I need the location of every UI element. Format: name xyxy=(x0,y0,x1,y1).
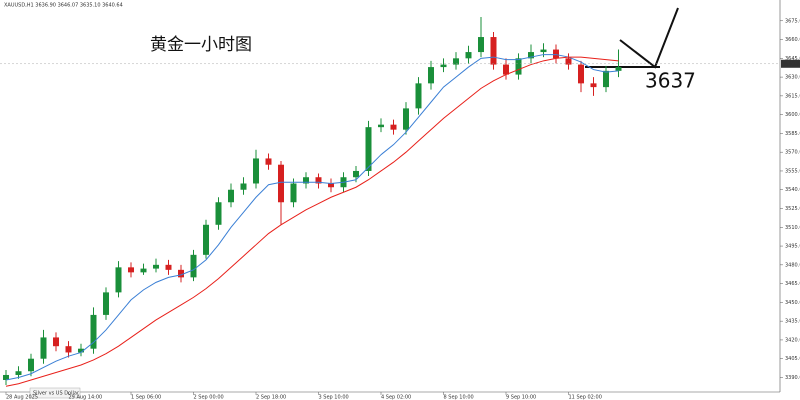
y-tick-label: 3450.00 xyxy=(785,300,800,306)
candle-body xyxy=(590,83,597,88)
current-price-box xyxy=(781,59,800,68)
candle-body xyxy=(615,67,622,71)
y-tick-label: 3555.00 xyxy=(785,168,800,174)
candle-body xyxy=(240,183,247,190)
candle-body xyxy=(578,64,584,84)
y-tick-label: 3660.00 xyxy=(785,37,800,43)
candle-body xyxy=(78,348,84,353)
candle-body xyxy=(253,158,259,184)
current-price-label: 3640.64 xyxy=(782,61,800,67)
candle-body xyxy=(290,183,297,203)
candle-body xyxy=(565,58,572,65)
y-tick-label: 3480.00 xyxy=(785,262,800,268)
candle-body xyxy=(503,64,509,75)
candle-body xyxy=(53,337,59,347)
candle-body xyxy=(553,49,559,59)
y-tick-label: 3600.00 xyxy=(785,112,800,118)
candle-body xyxy=(390,124,397,130)
candle-body xyxy=(215,202,222,225)
candle-body xyxy=(428,67,434,84)
x-tick-label: 3 Sep 10:00 xyxy=(319,395,349,400)
candle-body xyxy=(490,37,497,65)
x-tick-label: 8 Sep 10:00 xyxy=(444,395,474,400)
candle-body xyxy=(415,83,422,109)
candle-body xyxy=(403,108,409,130)
candle-body xyxy=(278,164,284,203)
y-tick-label: 3525.00 xyxy=(785,206,800,212)
y-tick-label: 3570.00 xyxy=(785,150,800,156)
annotation-arrow xyxy=(619,7,679,69)
y-tick-label: 3495.00 xyxy=(785,244,800,250)
candle-body xyxy=(353,170,359,178)
x-tick-label: 1 Sep 06:00 xyxy=(131,395,161,400)
candle-body xyxy=(378,124,384,128)
candle-body xyxy=(165,264,172,270)
y-tick-label: 3675.00 xyxy=(785,18,800,24)
candle-body xyxy=(28,358,34,372)
x-tick-label: 11 Sep 02:00 xyxy=(569,395,602,400)
candle-body xyxy=(465,52,472,59)
candle-body xyxy=(228,189,234,203)
candle-body xyxy=(3,374,9,380)
candle-body xyxy=(265,158,272,165)
y-tick-label: 3585.00 xyxy=(785,131,800,137)
y-tick-label: 3540.00 xyxy=(785,187,800,193)
candle-body xyxy=(528,52,534,59)
y-tick-label: 3615.00 xyxy=(785,93,800,99)
candle-body xyxy=(190,254,197,278)
candle-body xyxy=(103,292,109,315)
candle-body xyxy=(440,64,447,68)
candle-body xyxy=(140,268,147,273)
y-tick-label: 3645.00 xyxy=(785,56,800,62)
x-tick-label: 2 Sep 18:00 xyxy=(256,395,286,400)
candle-body xyxy=(315,177,322,184)
x-tick-label: 4 Sep 02:00 xyxy=(381,395,411,400)
candle-body xyxy=(515,58,522,75)
y-tick-label: 3510.00 xyxy=(785,225,800,231)
y-tick-label: 3420.00 xyxy=(785,337,800,343)
candle-body xyxy=(603,70,609,88)
candle-body xyxy=(178,269,184,278)
inset-label: Silver vs US Dollar xyxy=(33,391,80,397)
annotation-title: 黄金一小时图 xyxy=(150,35,252,55)
candle-body xyxy=(365,127,372,171)
y-tick-label: 3390.00 xyxy=(785,375,800,381)
moving-average xyxy=(5,54,619,381)
candle-body xyxy=(328,183,334,188)
x-tick-label: 29 Aug 14:00 xyxy=(69,395,103,400)
x-tick-label: 9 Sep 10:00 xyxy=(506,395,536,400)
candle-body xyxy=(453,58,459,65)
candle-body xyxy=(15,371,22,375)
inset-box xyxy=(29,387,81,399)
annotation-price: 3637 xyxy=(645,69,696,93)
x-tick-label: 28 Aug 2025 xyxy=(6,395,38,400)
candle-body xyxy=(40,337,47,359)
candle-body xyxy=(540,49,547,53)
candle-body xyxy=(478,37,484,53)
candle-body xyxy=(303,177,309,184)
symbol-info: XAUUSD,H1 3636.90 3646.07 3635.10 3640.6… xyxy=(4,3,123,9)
candle-body xyxy=(153,264,159,269)
y-tick-label: 3435.00 xyxy=(785,319,800,325)
candle-body xyxy=(203,224,209,255)
candle-body xyxy=(115,267,122,293)
y-tick-label: 3630.00 xyxy=(785,75,800,81)
candle-body xyxy=(90,314,97,349)
y-tick-label: 3465.00 xyxy=(785,281,800,287)
candle-body xyxy=(65,346,72,353)
y-tick-label: 3405.00 xyxy=(785,356,800,362)
x-tick-label: 2 Sep 00:00 xyxy=(194,395,224,400)
candle-body xyxy=(128,267,134,273)
moving-average xyxy=(5,56,619,387)
